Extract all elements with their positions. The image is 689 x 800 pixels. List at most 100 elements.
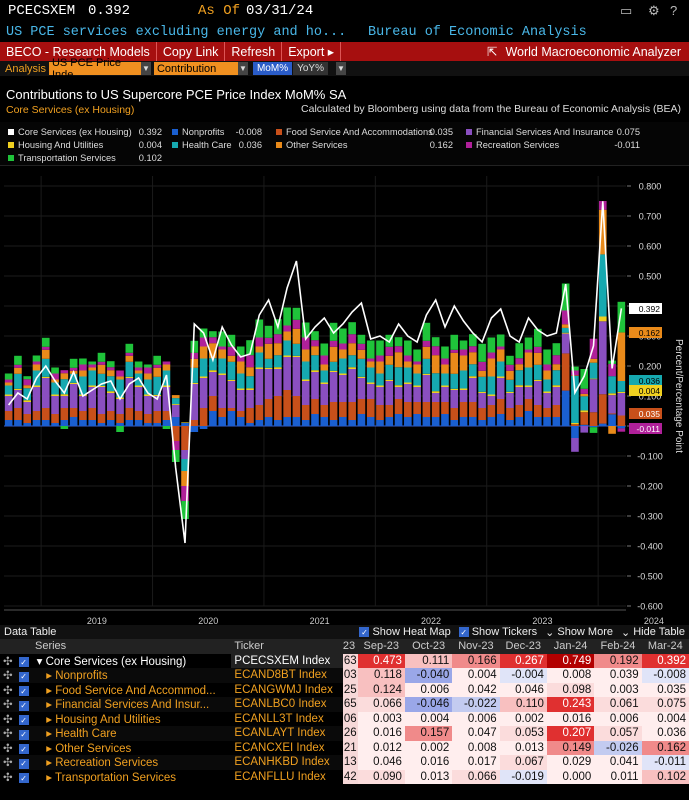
minimize-icon[interactable]: ▭: [620, 3, 633, 18]
move-handle-icon[interactable]: ✣: [3, 742, 13, 755]
column-header[interactable]: Feb-24: [594, 639, 642, 654]
gear-icon[interactable]: ⚙: [648, 3, 660, 18]
series-cell[interactable]: ✣ ✓ ▸ Recreation Services: [0, 755, 231, 770]
refresh-button[interactable]: Refresh: [225, 42, 283, 61]
options-icon[interactable]: ▼: [335, 62, 346, 75]
legend-item[interactable]: Transportation Services: [8, 153, 116, 163]
expand-icon[interactable]: ▸: [36, 742, 56, 755]
expand-icon[interactable]: ▸: [36, 713, 56, 726]
series-cell[interactable]: ✣ ✓ ▸ Health Care: [0, 726, 231, 741]
checkbox-icon[interactable]: ✓: [18, 715, 29, 726]
ticker-cell[interactable]: ECANFLLU Index: [234, 770, 326, 783]
series-cell[interactable]: ✣ ✓ ▸ Other Services: [0, 741, 231, 756]
ticker-cell[interactable]: ECANGWMJ Index: [234, 683, 333, 696]
column-header[interactable]: Series: [0, 639, 232, 654]
tickers-toggle[interactable]: ✓ Show Tickers: [458, 626, 537, 638]
column-header[interactable]: Sep-23: [357, 639, 405, 654]
export-button[interactable]: Export ▸: [282, 42, 342, 61]
move-handle-icon[interactable]: ✣: [3, 728, 13, 741]
expand-icon[interactable]: ▸: [36, 684, 56, 697]
mode-select[interactable]: Contribution: [153, 62, 238, 75]
checkbox-icon[interactable]: ✓: [18, 758, 29, 769]
table-row[interactable]: ✣ ✓ ▸ Nonprofits ECAND8BT Index 03 0.118 -0.0…: [0, 668, 689, 683]
series-cell[interactable]: ✣ ✓ ▸ Housing And Utilities: [0, 712, 231, 727]
table-row[interactable]: ✣ ✓ ▸ Recreation Services ECANHKBD Index 13…: [0, 755, 689, 770]
ticker-cell[interactable]: ECANLBC0 Index: [234, 698, 327, 711]
column-header[interactable]: Mar-24: [641, 639, 689, 654]
move-handle-icon[interactable]: ✣: [3, 655, 13, 668]
yoy-toggle[interactable]: YoY%: [293, 62, 328, 75]
bar-segment: [533, 379, 542, 381]
ticker-cell[interactable]: ECANHKBD Index: [234, 756, 330, 769]
expand-icon[interactable]: ▸: [36, 670, 56, 683]
table-row[interactable]: ✣ ✓ ▸ Housing And Utilities ECANLL3T Index…: [0, 711, 689, 727]
show-more-button[interactable]: ⌄ Show More: [545, 626, 613, 639]
wma-link[interactable]: ⇱ World Macroeconomic Analyzer: [487, 44, 689, 60]
expand-icon[interactable]: ▾: [36, 655, 46, 668]
move-handle-icon[interactable]: ✣: [3, 757, 13, 770]
column-header[interactable]: Jan-24: [546, 639, 595, 654]
checkbox-icon[interactable]: ✓: [18, 700, 29, 711]
ticker-cell[interactable]: PCECSXEM Index: [231, 653, 343, 668]
beco-button[interactable]: BECO - Research Models: [0, 42, 157, 61]
legend-item[interactable]: Food Service And Accommodations: [276, 127, 433, 137]
expand-icon[interactable]: ▸: [36, 757, 56, 770]
table-row[interactable]: ✣ ✓ ▸ Food Service And Accommod... ECANGWM…: [0, 682, 689, 698]
chevron-down-icon[interactable]: ▼: [237, 62, 248, 75]
table-row[interactable]: ✣ ✓ ▸ Health Care ECANLAYT Index 26 0.016 0.1…: [0, 726, 689, 741]
column-header[interactable]: Oct-23: [404, 639, 453, 654]
heatmap-toggle[interactable]: ✓ Show Heat Map: [359, 626, 451, 638]
as-of-date[interactable]: 03/31/24: [246, 3, 314, 19]
checkbox-icon[interactable]: ✓: [18, 657, 29, 668]
help-icon[interactable]: ?: [670, 3, 678, 18]
series-cell[interactable]: ✣ ✓ ▸ Financial Services And Insur...: [0, 697, 231, 712]
ticker-cell[interactable]: ECAND8BT Index: [234, 669, 327, 682]
legend-item[interactable]: Nonprofits: [172, 127, 224, 137]
move-handle-icon[interactable]: ✣: [3, 771, 13, 784]
security-select[interactable]: US PCE Price Inde: [48, 57, 141, 81]
checkbox-icon[interactable]: ✓: [18, 729, 29, 740]
bar-segment: [487, 376, 496, 395]
move-handle-icon[interactable]: ✣: [3, 699, 13, 712]
expand-icon[interactable]: ▸: [36, 699, 56, 712]
hide-table-button[interactable]: ⌄ Hide Table: [621, 626, 685, 639]
chart-plot[interactable]: 0.8000.7000.6000.5000.4000.3000.2000.100…: [0, 76, 689, 624]
bar-segment: [41, 346, 50, 350]
checkbox-icon[interactable]: ✓: [18, 773, 29, 784]
value-cell: 0.749: [546, 653, 595, 668]
copy-link-button[interactable]: Copy Link: [157, 42, 226, 61]
series-cell[interactable]: ✣ ✓ ▸ Transportation Services: [0, 770, 231, 785]
ticker-cell[interactable]: ECANLL3T Index: [234, 712, 324, 725]
table-row[interactable]: ✣ ✓ ▸ Financial Services And Insur... ECAN…: [0, 697, 689, 712]
legend-item[interactable]: Financial Services And Insurance: [466, 127, 613, 137]
expand-icon[interactable]: ▸: [36, 771, 55, 784]
series-cell[interactable]: ✣ ✓ ▾ Core Services (ex Housing): [0, 654, 231, 669]
bar-segment: [246, 355, 254, 368]
column-header[interactable]: Dec-23: [499, 639, 547, 654]
column-header[interactable]: Ticker: [231, 639, 343, 654]
series-cell[interactable]: ✣ ✓ ▸ Food Service And Accommod...: [0, 683, 231, 698]
column-header[interactable]: 23: [342, 639, 358, 654]
table-row[interactable]: ✣ ✓ ▸ Transportation Services ECANFLLU Ind…: [0, 769, 689, 785]
checkbox-icon[interactable]: ✓: [18, 686, 29, 697]
mom-toggle[interactable]: MoM%: [252, 62, 293, 75]
ticker-cell[interactable]: ECANLAYT Index: [234, 727, 326, 740]
legend-item[interactable]: Health Care: [172, 140, 232, 150]
legend-item[interactable]: Other Services: [276, 140, 347, 150]
chevron-down-icon[interactable]: ▼: [140, 62, 151, 75]
bar-segment: [41, 420, 50, 426]
table-row[interactable]: ✣ ✓ ▸ Other Services ECANCXEI Index 21 0.012…: [0, 740, 689, 756]
expand-icon[interactable]: ▸: [36, 728, 56, 741]
legend-item[interactable]: Housing And Utilities: [8, 140, 103, 150]
move-handle-icon[interactable]: ✣: [3, 713, 13, 726]
move-handle-icon[interactable]: ✣: [3, 684, 13, 697]
ticker-cell[interactable]: ECANCXEI Index: [234, 741, 325, 754]
table-row[interactable]: ✣ ✓ ▾ Core Services (ex Housing) PCECSXEM I…: [0, 653, 689, 669]
checkbox-icon[interactable]: ✓: [18, 671, 29, 682]
legend-item[interactable]: Recreation Services: [466, 140, 559, 150]
legend-item[interactable]: Core Services (ex Housing): [8, 127, 132, 137]
move-handle-icon[interactable]: ✣: [3, 670, 13, 683]
series-cell[interactable]: ✣ ✓ ▸ Nonprofits: [0, 668, 231, 683]
column-header[interactable]: Nov-23: [452, 639, 500, 654]
checkbox-icon[interactable]: ✓: [18, 744, 29, 755]
